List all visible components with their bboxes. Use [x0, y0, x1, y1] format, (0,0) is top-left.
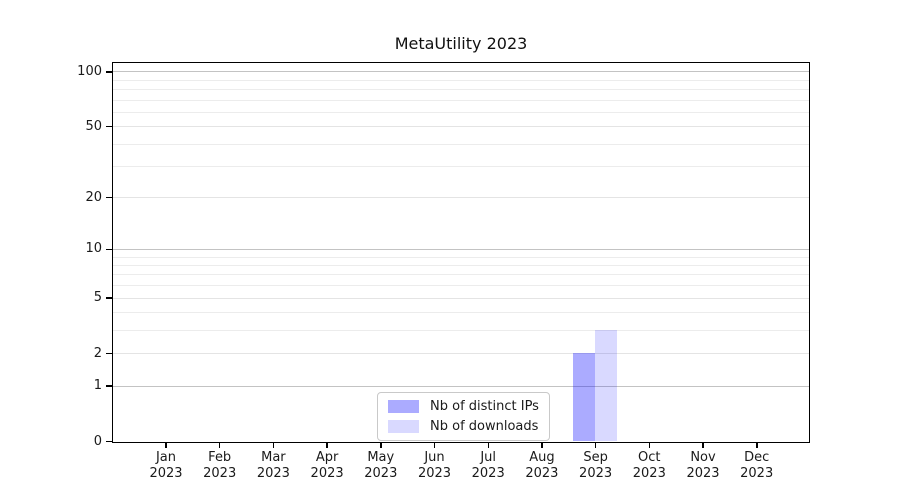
y-tick-label-5: 5	[93, 290, 102, 305]
x-tick-sep	[594, 443, 597, 448]
y-tick-0	[106, 440, 112, 443]
gridline-y-90	[113, 79, 809, 81]
x-tick-apr	[326, 443, 328, 448]
x-tick-label-dec: Dec 2023	[725, 450, 789, 482]
gridline-y-6	[113, 285, 809, 287]
x-tick-year: 2023	[417, 466, 452, 481]
y-tick-label-10: 10	[85, 241, 102, 257]
x-tick-year: 2023	[686, 466, 720, 481]
gridline-y-30	[113, 165, 809, 167]
x-tick-label-jan: Jan 2023	[134, 450, 198, 482]
x-tick-month: May	[367, 450, 395, 465]
bar-nb-of-downloads-sep	[595, 329, 618, 441]
gridline-y-50	[113, 126, 809, 127]
x-tick-month: Oct	[638, 450, 661, 465]
y-tick-10	[106, 248, 112, 251]
x-tick-month: Feb	[208, 450, 232, 465]
y-tick-label-0: 0	[93, 433, 102, 449]
x-tick-month: Aug	[529, 450, 555, 465]
x-tick-label-mar: Mar 2023	[241, 450, 305, 482]
x-tick-label-nov: Nov 2023	[671, 450, 735, 482]
legend-entry-downloads: Nb of downloads	[388, 419, 539, 434]
x-tick-month: Jul	[480, 450, 497, 465]
x-tick-jan	[165, 443, 167, 448]
gridline-y-2	[113, 353, 809, 354]
y-tick-label-100: 100	[77, 63, 102, 79]
gridline-y-70	[113, 99, 809, 101]
x-tick-label-sep: Sep 2023	[564, 450, 628, 482]
x-tick-month: Mar	[261, 450, 286, 465]
legend: Nb of distinct IPs Nb of downloads	[377, 392, 550, 441]
x-tick-may	[380, 443, 382, 448]
bar-nb-of-distinct-ips-sep	[573, 353, 596, 441]
gridline-y-3	[113, 329, 809, 331]
y-tick-label-20: 20	[85, 189, 102, 205]
x-tick-year: 2023	[203, 466, 237, 481]
gridline-y-5	[113, 297, 809, 299]
y-tick-1	[106, 385, 112, 387]
gridline-y-40	[113, 143, 809, 145]
legend-label-distinct-ips: Nb of distinct IPs	[430, 399, 539, 414]
x-tick-year: 2023	[471, 466, 505, 481]
x-tick-jun	[433, 443, 436, 448]
x-tick-month: Sep	[583, 450, 608, 465]
x-tick-year: 2023	[740, 466, 774, 481]
y-tick-20	[106, 196, 112, 199]
x-tick-year: 2023	[256, 466, 290, 481]
gridline-y-1	[113, 385, 809, 387]
gridline-y-7	[113, 274, 809, 276]
plot-area: Nb of distinct IPs Nb of downloads	[112, 62, 810, 443]
x-tick-year: 2023	[310, 466, 344, 481]
x-tick-feb	[218, 443, 221, 448]
legend-swatch-downloads	[388, 420, 419, 433]
x-tick-month: Dec	[744, 450, 770, 465]
gridline-y-100	[113, 71, 809, 73]
x-tick-label-apr: Apr 2023	[295, 450, 359, 482]
legend-label-downloads: Nb of downloads	[430, 419, 539, 434]
x-tick-year: 2023	[525, 466, 559, 481]
gridline-y-80	[113, 89, 809, 90]
x-tick-oct	[648, 443, 650, 448]
x-tick-year: 2023	[579, 466, 613, 481]
y-tick-label-1: 1	[93, 378, 102, 393]
y-tick-label-50: 50	[85, 118, 102, 134]
x-tick-month: Jun	[424, 450, 445, 465]
gridline-y-10	[113, 248, 809, 250]
x-tick-year: 2023	[632, 466, 666, 481]
gridline-y-4	[113, 312, 809, 314]
y-tick-100	[106, 71, 112, 73]
gridline-y-9	[113, 256, 809, 258]
x-tick-label-jun: Jun 2023	[403, 450, 467, 482]
x-tick-label-oct: Oct 2023	[617, 450, 681, 482]
y-tick-label-2: 2	[93, 345, 102, 361]
gridline-y-20	[113, 197, 809, 199]
gridline-y-8	[113, 265, 809, 266]
x-tick-jul	[487, 443, 489, 448]
x-tick-aug	[541, 443, 543, 448]
x-tick-month: Nov	[690, 450, 716, 465]
x-tick-dec	[756, 443, 758, 448]
chart-title: MetaUtility 2023	[394, 34, 528, 53]
y-tick-2	[106, 352, 112, 355]
legend-swatch-distinct-ips	[388, 400, 419, 413]
x-tick-mar	[272, 443, 275, 448]
x-tick-month: Jan	[155, 450, 177, 465]
x-tick-year: 2023	[149, 466, 183, 481]
x-tick-label-aug: Aug 2023	[510, 450, 574, 482]
x-tick-nov	[702, 443, 704, 448]
x-tick-year: 2023	[364, 466, 398, 481]
y-tick-50	[106, 125, 112, 128]
x-tick-label-jul: Jul 2023	[456, 450, 520, 482]
x-tick-month: Apr	[315, 450, 339, 465]
x-tick-label-may: May 2023	[349, 450, 413, 482]
legend-entry-distinct-ips: Nb of distinct IPs	[388, 399, 539, 414]
y-tick-5	[106, 297, 112, 299]
x-tick-label-feb: Feb 2023	[188, 450, 252, 482]
gridline-y-60	[113, 111, 809, 113]
